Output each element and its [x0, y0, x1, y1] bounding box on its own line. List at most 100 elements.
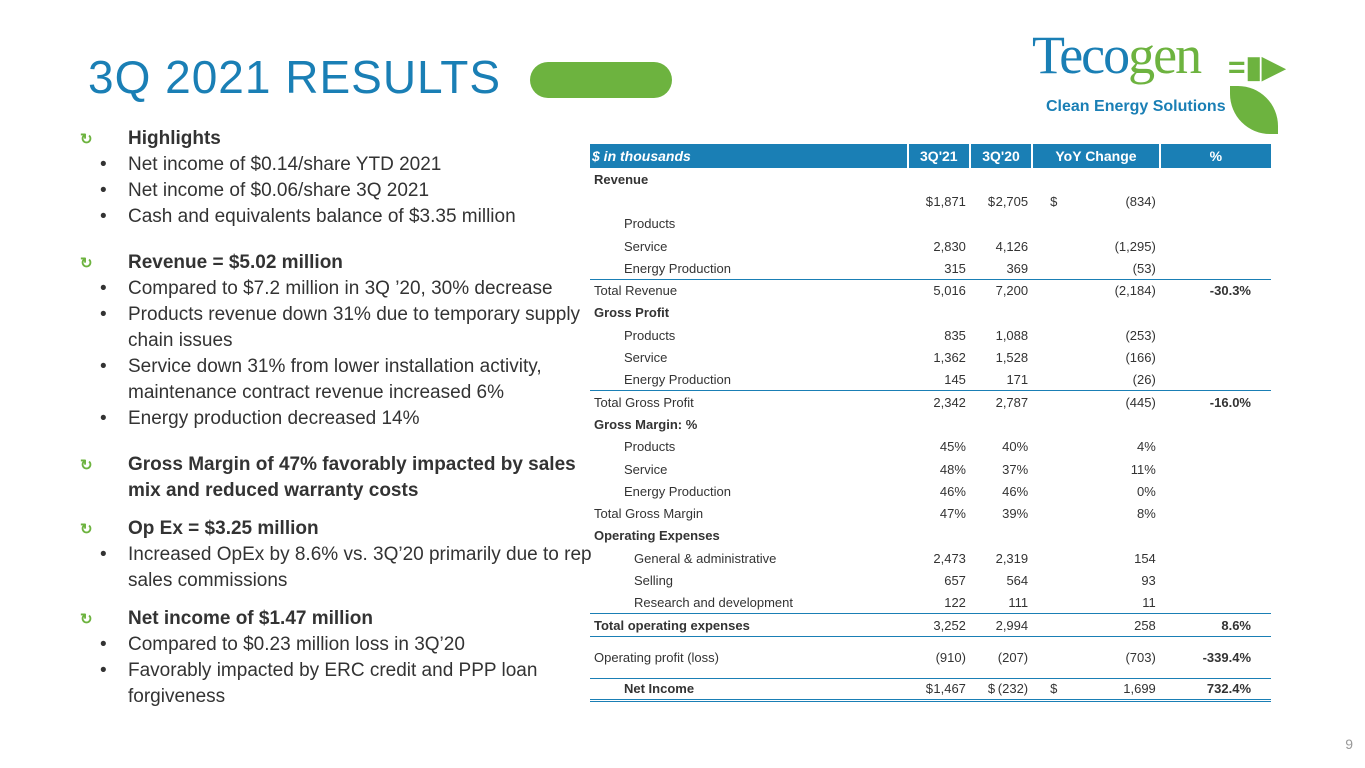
column-header: $ in thousands [590, 144, 909, 168]
leaf-icon [1230, 86, 1278, 134]
table-row: Net Income $1,467 $ (232) $1,699 732.4% [590, 677, 1271, 703]
bullet-item: Products revenue down 31% due to tempora… [80, 302, 600, 354]
table-row: Service 1,362 1,528 (166) [590, 346, 1271, 368]
cell-value [1032, 525, 1160, 547]
cell-value: $2,705 [987, 193, 1029, 209]
row-label: Energy Production [624, 372, 731, 388]
cell-value: $1,467 [907, 677, 970, 703]
cell-percent [1160, 324, 1271, 346]
table-row: Operating Expenses [590, 525, 1271, 547]
row-label: Products [624, 327, 676, 343]
cell-value: 8% [1137, 506, 1156, 522]
row-label: Total operating expenses [590, 613, 908, 637]
cell-percent [1160, 525, 1271, 547]
row-label: Selling [634, 572, 674, 588]
table-row: Products 835 1,088 (253) [590, 324, 1271, 346]
arrow-icon: ↻ [80, 521, 93, 538]
cell-value [970, 413, 1032, 435]
cell-value [908, 525, 970, 547]
cell-value: 5,016 [907, 278, 970, 302]
cell-percent [1160, 592, 1271, 614]
cell-percent: 732.4% [1159, 677, 1271, 703]
table-row: Research and development 122 111 11 [590, 592, 1271, 614]
cell-value: 4% [1137, 439, 1156, 455]
cell-percent [1160, 257, 1271, 279]
cell-value: 40% [1002, 439, 1029, 455]
row-label: Energy Production [624, 483, 731, 499]
row-label: Research and development [634, 595, 793, 611]
table-row: Total Gross Profit 2,342 2,787 (445) -16.0% [590, 390, 1271, 414]
section-heading: ↻ Net income of $1.47 million [80, 606, 600, 632]
bullet-item: Net income of $0.06/share 3Q 2021 [80, 178, 600, 204]
cell-percent: -339.4% [1159, 635, 1271, 679]
decorative-pill [530, 62, 672, 98]
slide-title: 3Q 2021 RESULTS [88, 51, 502, 103]
dollar-sign: $ [1050, 193, 1058, 209]
bullet-item: Service down 31% from lower installation… [80, 354, 600, 406]
cell-percent [1160, 213, 1271, 235]
row-label: Total Gross Profit [590, 390, 908, 414]
row-label: Total Revenue [590, 278, 908, 302]
cell-value: $1,699 [1032, 677, 1160, 703]
row-label: Service [624, 238, 668, 254]
cell-value [970, 302, 1032, 324]
bullet-item: Compared to $7.2 million in 3Q ’20, 30% … [80, 276, 600, 302]
cell-value: (166) [1125, 350, 1156, 366]
financial-table: $ in thousands 3Q'21 3Q'20 YoY Change% Reven… [590, 144, 1271, 703]
cell-value: $ (834) [1050, 193, 1156, 209]
row-label: Products [624, 439, 676, 455]
section-heading: ↻ Highlights [80, 126, 600, 152]
row-label: Total Gross Margin [594, 506, 704, 522]
dollar-sign: $ [925, 681, 933, 697]
column-header: 3Q'20 [969, 144, 1034, 168]
bullet-item: Increased OpEx by 8.6% vs. 3Q’20 primari… [80, 542, 600, 594]
cell-value: 258 [1032, 613, 1160, 637]
cell-percent [1160, 190, 1271, 212]
table-row: Total Gross Margin 47% 39% 8% [590, 502, 1271, 524]
cell-percent [1160, 569, 1271, 591]
cell-value: $1,871 [925, 193, 966, 209]
table-row: Energy Production 46% 46% 0% [590, 480, 1271, 502]
table-row: Total Revenue 5,016 7,200 (2,184) -30.3% [590, 278, 1271, 302]
cell-value: 1,088 [995, 327, 1029, 343]
row-label: General & administrative [634, 550, 777, 566]
cell-value: $ (232) [969, 677, 1033, 703]
cell-value: 111 [1008, 595, 1029, 611]
cell-value [908, 413, 970, 435]
cell-value [970, 213, 1032, 235]
cell-value: (26) [1132, 372, 1156, 388]
plug-icon: =▮▶ [1228, 51, 1286, 84]
cell-value: 2,342 [907, 390, 970, 414]
table-row: General & administrative 2,473 2,319 154 [590, 547, 1271, 569]
cell-value [970, 168, 1032, 190]
row-label: Gross Profit [594, 305, 670, 321]
cell-value: 171 [1006, 372, 1029, 388]
cell-percent [1160, 502, 1271, 524]
cell-percent [1160, 436, 1271, 458]
row-label: Products [624, 216, 676, 232]
dollar-sign: $ [987, 681, 996, 697]
cell-percent [1160, 480, 1271, 502]
cell-value: 3,252 [907, 613, 970, 637]
row-label: Service [624, 350, 668, 366]
cell-value: (253) [1125, 327, 1156, 343]
cell-value: (1,295) [1114, 238, 1156, 254]
cell-value: 145 [944, 372, 966, 388]
table-row: Revenue [590, 168, 1271, 190]
cell-value: 1,362 [933, 350, 966, 366]
cell-percent [1160, 346, 1271, 368]
cell-value: 48% [939, 461, 966, 477]
table-row: Service 2,830 4,126 (1,295) [590, 235, 1271, 257]
cell-percent [1160, 547, 1271, 569]
cell-value: (207) [969, 635, 1033, 679]
row-label: Service [624, 461, 668, 477]
row-label [590, 190, 908, 212]
cell-percent: -16.0% [1159, 390, 1271, 414]
cell-value: 122 [944, 595, 966, 611]
table-row: Energy Production 145 171 (26) [590, 369, 1271, 391]
cell-value: 2,787 [969, 390, 1033, 414]
cell-value: 37% [1002, 461, 1029, 477]
cell-value: 45% [939, 439, 966, 455]
cell-value: 154 [1134, 550, 1156, 566]
section-heading: ↻ Gross Margin of 47% favorably impacted … [80, 454, 576, 501]
